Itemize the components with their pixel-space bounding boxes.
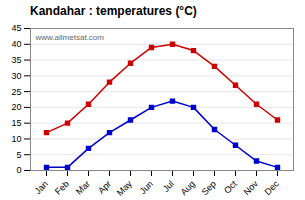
svg-text:Aug: Aug <box>179 179 197 197</box>
svg-text:Jan: Jan <box>33 179 50 196</box>
svg-text:30: 30 <box>11 71 21 81</box>
svg-text:25: 25 <box>11 86 21 96</box>
html-text:Kandahar : temperatures (°C): Kandahar : temperatures (°C) <box>30 4 197 18</box>
svg-text:Oct: Oct <box>222 178 239 195</box>
svg-text:10: 10 <box>11 134 21 144</box>
svg-text:Jul: Jul <box>161 179 176 194</box>
svg-text:40: 40 <box>11 39 21 49</box>
svg-text:35: 35 <box>11 55 21 65</box>
svg-text:20: 20 <box>11 102 21 112</box>
svg-text:Mar: Mar <box>74 179 92 197</box>
svg-text:Dec: Dec <box>263 178 282 197</box>
svg-text:May: May <box>115 178 134 197</box>
svg-text:Nov: Nov <box>242 178 261 197</box>
svg-text:15: 15 <box>11 118 21 128</box>
svg-text:0: 0 <box>16 165 21 175</box>
svg-text:45: 45 <box>11 23 21 33</box>
svg-text:Apr: Apr <box>96 179 113 196</box>
svg-text:Sep: Sep <box>200 179 218 197</box>
svg-text:Jun: Jun <box>138 179 155 196</box>
svg-text:5: 5 <box>16 150 21 160</box>
svg-text:www.allmetsat.com: www.allmetsat.com <box>35 33 105 42</box>
svg-text:Feb: Feb <box>53 179 71 197</box>
